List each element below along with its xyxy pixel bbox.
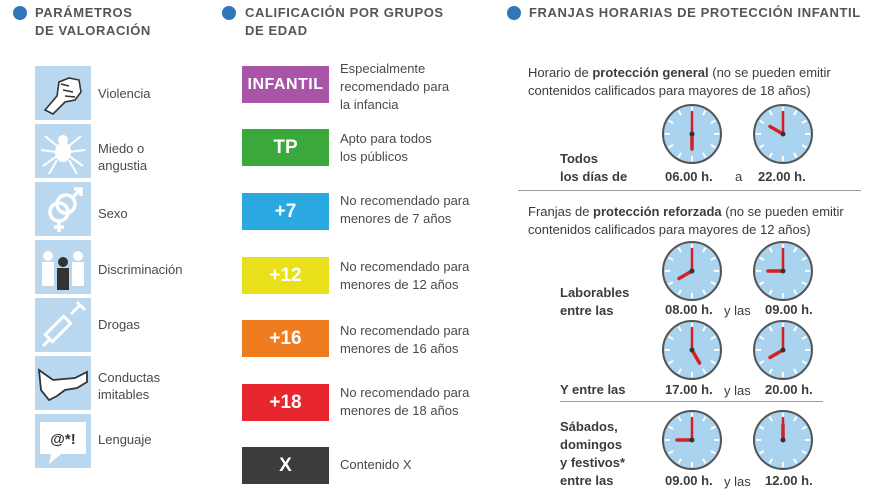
evening-to: 20.00 h.	[765, 382, 813, 397]
params-title: PARÁMETROS DE VALORACIÓN	[35, 5, 151, 38]
rating-description: No recomendado para menores de 12 años	[340, 259, 470, 292]
rating-badge: +16	[242, 320, 329, 357]
clock-22-icon	[752, 103, 814, 165]
rating-badge: +7	[242, 193, 329, 230]
general-from: 06.00 h.	[665, 169, 713, 184]
section-bullet-icon	[13, 6, 27, 20]
rating-description: No recomendado para menores de 16 años	[340, 323, 470, 356]
general-to: 22.00 h.	[758, 169, 806, 184]
hand-icon	[35, 356, 91, 410]
weekday-from: 08.00 h.	[665, 302, 713, 317]
rating-badge: X	[242, 447, 329, 484]
weekend-to: 12.00 h.	[765, 473, 813, 488]
gender-icon	[35, 182, 91, 236]
speech-symbol: @*!	[50, 431, 75, 448]
spider-icon	[35, 124, 91, 178]
rating-description: No recomendado para menores de 7 años	[340, 193, 470, 226]
evening-sep: y las	[724, 383, 751, 398]
ages-title: CALIFICACIÓN POR GRUPOS DE EDAD	[245, 5, 444, 38]
reinforced-desc: Franjas de protección reforzada (no se p…	[528, 204, 844, 237]
weekend-sep: y las	[724, 474, 751, 489]
clock-06-icon	[661, 103, 723, 165]
param-label-lenguaje: Lenguaje	[98, 432, 152, 447]
param-label-sexo: Sexo	[98, 206, 128, 221]
general-sep: a	[735, 169, 743, 184]
param-label-violencia: Violencia	[98, 86, 151, 101]
param-label-conductas: Conductas imitables	[98, 370, 161, 402]
general-label: Todos los días de	[560, 151, 628, 184]
general-desc: Horario de protección general (no se pue…	[528, 65, 831, 98]
param-label-miedo: Miedo o angustia	[98, 141, 148, 173]
weekend-label: Sábados, domingos y festivos* entre las	[560, 419, 626, 488]
weekday-label: Laborables entre las	[560, 285, 630, 318]
fist-icon	[35, 66, 91, 120]
rating-description: No recomendado para menores de 18 años	[340, 385, 470, 418]
rating-badge: TP	[242, 129, 329, 166]
people-icon	[35, 240, 91, 294]
syringe-icon	[35, 298, 91, 352]
divider	[518, 190, 861, 191]
rating-badge: +12	[242, 257, 329, 294]
rating-badge: +18	[242, 384, 329, 421]
time-title: FRANJAS HORARIAS DE PROTECCIÓN INFANTIL	[529, 5, 861, 20]
param-label-discriminacion: Discriminación	[98, 262, 183, 277]
rating-description: Apto para todos los públicos	[340, 131, 432, 164]
weekend-from: 09.00 h.	[665, 473, 713, 488]
rating-badge: INFANTIL	[242, 66, 329, 103]
clock-09a-icon	[752, 240, 814, 302]
rating-description: Especialmente recomendado para la infancia	[340, 61, 450, 112]
divider	[560, 401, 823, 402]
weekday-to: 09.00 h.	[765, 302, 813, 317]
clock-12-icon	[752, 409, 814, 471]
rating-description: Contenido X	[340, 457, 412, 472]
section-bullet-icon	[507, 6, 521, 20]
clock-09b-icon	[661, 409, 723, 471]
evening-label: Y entre las	[560, 382, 626, 397]
clock-08-icon	[661, 240, 723, 302]
clock-20-icon	[752, 319, 814, 381]
speech-icon: @*!	[35, 414, 91, 468]
section-bullet-icon	[222, 6, 236, 20]
param-label-drogas: Drogas	[98, 317, 140, 332]
weekday-sep: y las	[724, 303, 751, 318]
clock-17-icon	[661, 319, 723, 381]
evening-from: 17.00 h.	[665, 382, 713, 397]
